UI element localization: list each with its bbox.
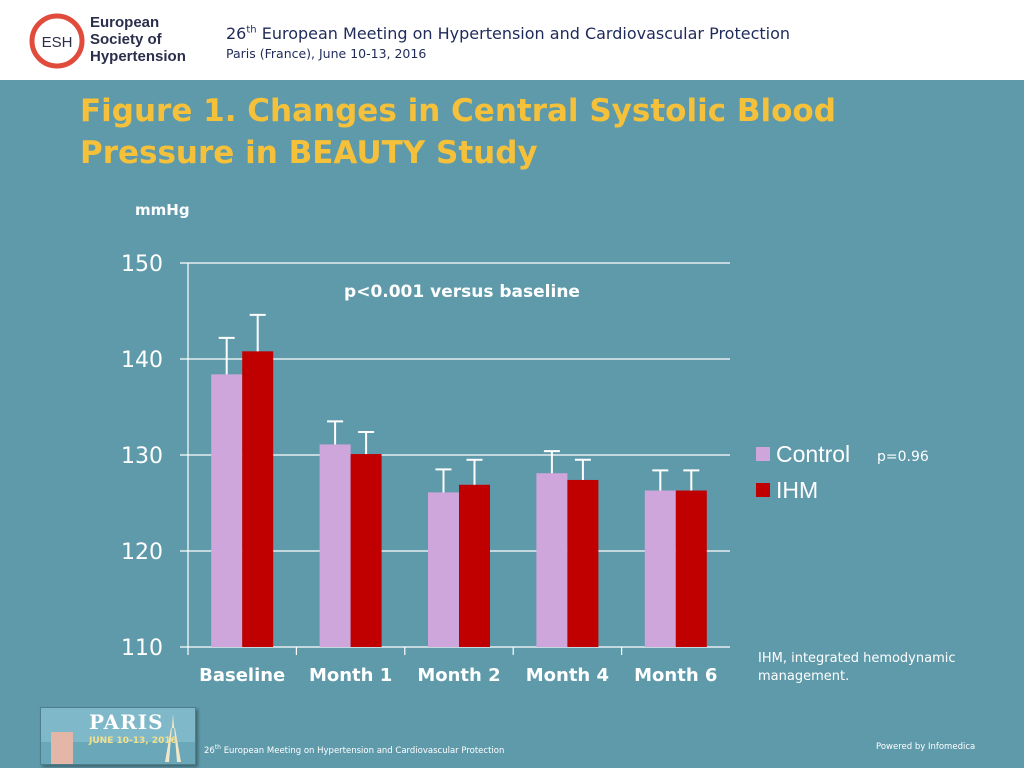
p-value-label: p=0.96 (877, 449, 929, 465)
footer-meeting-text: 26th European Meeting on Hypertension an… (204, 744, 504, 756)
legend-label-control: Control (776, 440, 851, 467)
x-tick-label-0: Baseline (199, 665, 285, 686)
footer-ordinal: th (214, 744, 221, 751)
x-tick-label-1: Month 1 (309, 665, 392, 686)
eiffel-tower-icon (41, 714, 195, 764)
bar-control-1 (319, 444, 351, 647)
paris-badge: PARIS JUNE 10-13, 2016 (40, 707, 196, 765)
footnote: IHM, integrated hemodynamic management. (758, 651, 956, 684)
powered-by: Powered by Infomedica (876, 742, 976, 752)
meeting-name: European Meeting on Hypertension and Car… (261, 24, 791, 43)
y-tick-label-1: 120 (121, 540, 163, 565)
chart-annotation: p<0.001 versus baseline (344, 282, 580, 302)
footer-number: 26 (204, 745, 215, 756)
bar-control-4 (644, 490, 676, 647)
bar-control-3 (536, 473, 568, 647)
y-tick-label-0: 110 (121, 636, 163, 661)
bar-ihm-2 (459, 484, 490, 647)
bar-ihm-0 (242, 351, 274, 647)
bar-ihm-1 (350, 454, 382, 647)
header-bar: ESH European Society of Hypertension 26t… (0, 0, 1024, 80)
bar-ihm-4 (675, 490, 707, 647)
logo-line-1: European (90, 14, 160, 31)
x-tick-label-2: Month 2 (417, 665, 500, 686)
y-tick-label-2: 130 (121, 444, 163, 469)
bar-control-2 (428, 492, 459, 647)
esh-logo: ESH European Society of Hypertension (28, 10, 198, 72)
logo-abbr: ESH (42, 34, 73, 51)
footer-meeting-name: European Meeting on Hypertension and Car… (223, 745, 505, 756)
x-tick-label-4: Month 6 (634, 665, 717, 686)
meeting-title: 26th European Meeting on Hypertension an… (226, 24, 790, 43)
legend-item-ihm: IHM (756, 472, 850, 508)
legend-swatch-control (756, 447, 770, 461)
logo-line-3: Hypertension (90, 48, 186, 65)
y-tick-label-3: 140 (121, 348, 163, 373)
y-tick-label-4: 150 (121, 252, 163, 277)
chart-legend: Control IHM (756, 436, 850, 508)
x-tick-label-3: Month 4 (526, 665, 609, 686)
meeting-number: 26 (226, 24, 247, 43)
esh-logo-mark-icon: ESH (29, 13, 85, 69)
logo-line-2: Society of (90, 31, 162, 48)
legend-swatch-ihm (756, 483, 770, 497)
meeting-ordinal: th (246, 24, 257, 36)
figure-title: Figure 1. Changes in Central Systolic Bl… (80, 93, 836, 171)
bar-control-0 (211, 374, 243, 647)
legend-item-control: Control (756, 436, 850, 472)
badge-city: PARIS (89, 710, 164, 734)
meeting-subtitle: Paris (France), June 10-13, 2016 (226, 46, 427, 61)
badge-dates: JUNE 10-13, 2016 (89, 736, 177, 746)
legend-label-ihm: IHM (776, 476, 819, 503)
y-axis-label: mmHg (135, 201, 190, 219)
bar-ihm-3 (567, 479, 599, 647)
